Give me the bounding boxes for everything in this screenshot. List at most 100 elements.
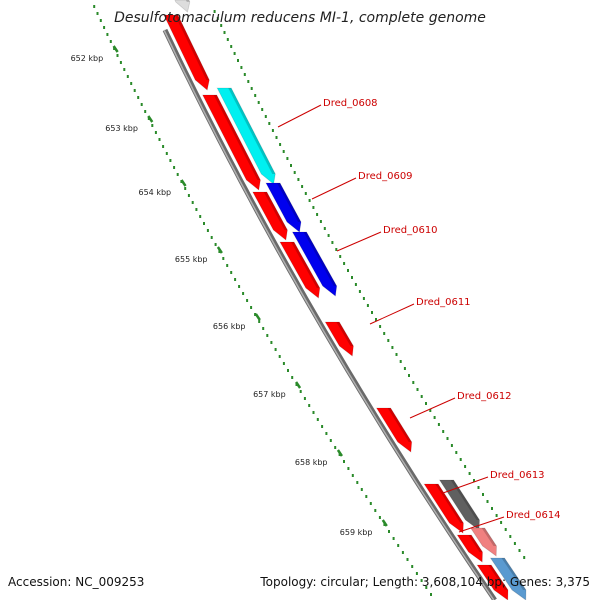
gene-stub [174, 0, 191, 13]
outer-tick-dot [290, 164, 292, 167]
inner-tick-dot [119, 61, 122, 64]
inner-tick-dot [250, 306, 253, 309]
inner-tick-dot [206, 229, 209, 232]
inner-tick-dot [365, 495, 368, 498]
outer-tick-dot [297, 178, 300, 181]
outer-tick-dot [395, 353, 398, 356]
outer-tick-dot [442, 430, 445, 433]
gene-arrow [324, 321, 354, 357]
inner-tick-dot [392, 537, 395, 540]
outer-tick-dot [240, 66, 243, 69]
inner-tick-dot [401, 551, 404, 554]
inner-tick-dot [415, 572, 418, 575]
gene-arrow-shade [291, 242, 320, 288]
gene-arrow-blue-shade [501, 558, 526, 590]
inner-tick-dot [184, 187, 187, 190]
gene-label: Dred_0614 [506, 510, 561, 521]
inner-tick-dot [246, 299, 249, 302]
inner-tick-dot [430, 593, 432, 596]
outer-tick-dot [446, 437, 449, 440]
outer-tick-dot [243, 73, 246, 76]
major-tick [216, 246, 223, 254]
inner-tick-dot [151, 124, 154, 127]
inner-tick-dot [140, 103, 143, 106]
inner-tick-dot [406, 558, 409, 561]
gene-arrow [252, 191, 288, 241]
major-tick [147, 115, 154, 123]
outer-tick-dot [282, 150, 285, 153]
outer-tick-dot [319, 220, 322, 223]
accession-text: Accession: NC_009253 [8, 575, 145, 589]
gene-dred-0613-shade [450, 480, 480, 520]
gene-arrow-shade [213, 95, 261, 180]
outer-tick-dot [331, 241, 334, 244]
outer-tick-dot [491, 507, 493, 510]
outer-tick-dot [293, 171, 296, 174]
gene-leader-line [369, 303, 415, 325]
outer-tick-dot [455, 451, 458, 454]
inner-tick-dot [420, 579, 423, 582]
outer-tick-dot [513, 542, 516, 545]
major-tick [180, 179, 187, 187]
gene-label: Dred_0608 [323, 98, 378, 109]
outer-tick-dot [275, 136, 278, 139]
inner-tick-dot [222, 257, 225, 260]
inner-tick-dot [369, 502, 372, 505]
gene-leader-line [311, 177, 357, 200]
inner-tick-dot [210, 236, 213, 239]
outer-tick-dot [477, 486, 480, 489]
gene-dred-0614-shade [481, 528, 497, 546]
inner-tick-dot [282, 362, 285, 365]
outer-tick-dot [233, 52, 236, 55]
inner-tick-dot [411, 565, 414, 568]
gene-label: Dred_0612 [457, 391, 512, 402]
gene-arrow-shade [263, 192, 288, 230]
outer-tick-dot [500, 521, 503, 524]
inner-tick-dot [334, 446, 337, 449]
inner-tick-dot [116, 54, 119, 57]
inner-tick-dot [130, 82, 133, 85]
outer-tick-dot [351, 276, 353, 279]
outer-tick-dot [379, 325, 382, 328]
inner-tick-dot [158, 138, 161, 141]
inner-tick-dot [109, 40, 112, 43]
inner-tick-dot [287, 369, 289, 372]
gene-dred-0609-shade [277, 183, 301, 222]
inner-tick-dot [291, 376, 294, 379]
outer-tick-dot [279, 143, 282, 146]
inner-tick-dot [106, 33, 109, 36]
inner-tick-dot [303, 397, 306, 400]
outer-tick-dot [412, 381, 415, 384]
inner-tick-dot [266, 334, 269, 337]
outer-tick-dot [399, 360, 402, 363]
outer-tick-dot [216, 17, 219, 20]
inner-tick-dot [262, 327, 265, 330]
inner-tick-dot [388, 530, 390, 533]
backbone-highlight [163, 29, 495, 600]
outer-tick-dot [286, 157, 289, 160]
outer-tick-dot [250, 87, 253, 90]
outer-tick-dot [433, 416, 436, 419]
inner-tick-dot [123, 68, 126, 71]
gene-dred-0610 [291, 231, 338, 297]
gene-arrow-shade [174, 15, 210, 80]
inner-tick-dot [325, 432, 328, 435]
inner-tick-dot [173, 166, 176, 169]
outer-tick-dot [323, 227, 326, 230]
kbp-label: 657 kbp [253, 390, 286, 399]
outer-tick-dot [220, 24, 223, 27]
inner-tick-dot [230, 271, 233, 274]
outer-tick-dot [375, 318, 377, 321]
inner-tick-dot [93, 5, 96, 8]
outer-tick-dot [354, 283, 357, 286]
outer-tick-dot [223, 31, 226, 34]
inner-tick-dot [234, 278, 237, 281]
outer-tick-dot [504, 528, 507, 531]
inner-tick-dot [169, 159, 172, 162]
kbp-label: 652 kbp [71, 54, 104, 63]
inner-tick-dot [126, 75, 129, 78]
outer-tick-dot [213, 10, 216, 13]
inner-tick-dot [347, 467, 350, 470]
